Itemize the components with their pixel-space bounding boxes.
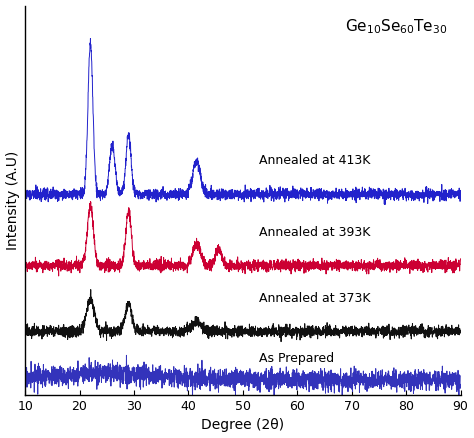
Y-axis label: Intensity (A.U): Intensity (A.U) (6, 151, 19, 250)
Text: Annealed at 393K: Annealed at 393K (259, 226, 371, 239)
Text: Annealed at 373K: Annealed at 373K (259, 292, 371, 304)
Text: Ge$_{10}$Se$_{60}$Te$_{30}$: Ge$_{10}$Se$_{60}$Te$_{30}$ (345, 17, 447, 36)
Text: Annealed at 413K: Annealed at 413K (259, 154, 371, 167)
Text: As Prepared: As Prepared (259, 352, 334, 365)
X-axis label: Degree (2θ): Degree (2θ) (201, 418, 284, 432)
